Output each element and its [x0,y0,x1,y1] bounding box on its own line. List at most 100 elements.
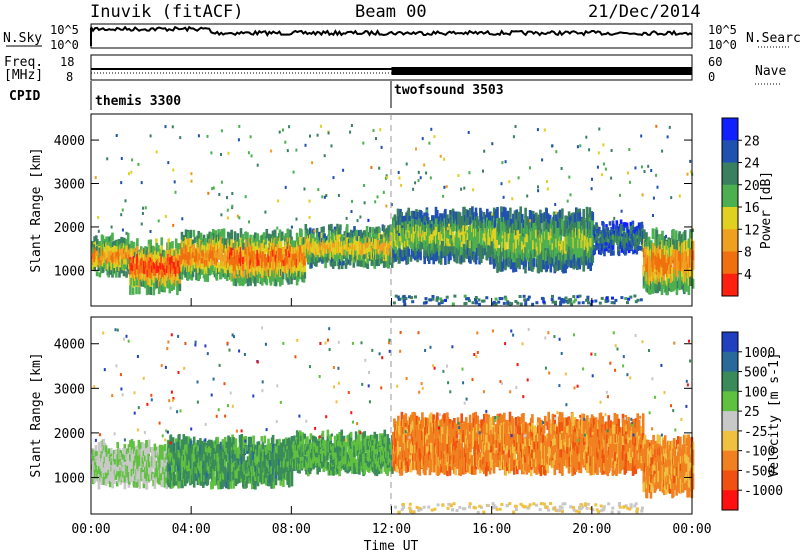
power-scatter-206 [331,144,333,147]
power-scatter-144 [501,161,503,164]
power-cell-8-50-5 [684,230,687,240]
power-ground-12 [438,302,441,305]
power-scatter-77 [385,205,387,208]
power-cell-3-72-5 [289,230,292,238]
power-cell-7-33-5 [620,220,623,225]
power-scatter-49 [409,221,411,224]
power-scatter-142 [501,182,503,185]
power-ground-10 [637,299,640,302]
power-scatter-189 [579,144,581,147]
power-scatter-222 [106,157,108,160]
power-scatter-48 [282,129,284,132]
velocity-cell-0-4-5 [95,445,98,451]
power-cell-1-48-5 [169,242,172,250]
power-scatter-250 [547,188,549,191]
velocity-cell-1-60-5 [216,437,219,445]
power-scatter-25 [418,179,420,182]
power-scatter-214 [430,176,432,179]
power-colorbar-cell-4 [722,207,738,230]
power-scatter-155 [367,219,369,222]
power-scatter-229 [504,221,506,224]
power-scatter-72 [276,227,278,230]
power-scatter-210 [174,180,176,183]
power-scatter-138 [399,177,401,180]
power-cell-4-50-5 [346,224,349,231]
power-scatter-11 [602,143,604,146]
power-cell-6-49-0 [533,258,536,267]
power-ground-87 [611,301,614,304]
power-scatter-195 [669,126,671,129]
power-scatter-176 [386,176,388,179]
power-scatter-208 [448,224,450,227]
power-cell-3-17-0 [244,277,247,284]
power-scatter-231 [400,184,402,187]
power-scatter-190 [120,181,122,184]
power-scatter-164 [667,135,669,138]
power-scatter-1 [491,142,493,145]
power-scatter-194 [650,169,652,172]
power-scatter-21 [150,230,152,233]
power-cell-7-9-0 [600,250,603,255]
velocity-cell-0-46-1 [130,475,133,482]
power-cell-2-50-0 [220,269,223,277]
power-colorbar-label-5: 24 [744,157,760,172]
power-cell-7-4-4 [596,225,599,229]
power-scatter-100 [383,191,385,194]
power-ground-75 [414,295,417,298]
power-scatter-34 [640,135,642,138]
power-scatter-236 [597,166,599,169]
power-scatter-56 [428,142,430,145]
power-cell-7-58-5 [641,225,644,229]
power-scatter-150 [213,187,215,190]
nsky-panel [91,24,692,48]
power-ytick-label-2: 3000 [54,178,85,193]
power-cell-6-20-5 [509,208,512,218]
power-scatter-13 [321,195,323,198]
power-scatter-209 [431,221,433,224]
power-ground-91 [411,300,414,303]
power-colorbar-cell-1 [722,140,738,163]
power-cell-1-3-0 [132,287,135,295]
power-ground-116 [535,301,538,304]
power-cell-5-19-5 [407,208,410,216]
power-scatter-149 [359,216,361,219]
power-cell-7-20-5 [609,221,612,225]
velocity-cell-0-50-0 [133,481,136,488]
power-scatter-184 [555,150,557,153]
power-cell-5-19-0 [407,249,410,257]
power-cell-8-11-5 [652,228,655,239]
power-scatter-160 [551,144,553,147]
power-ground-109 [503,302,506,305]
power-scatter-33 [446,220,448,223]
power-scatter-22 [248,220,250,223]
power-ground-121 [514,300,517,303]
nave-tick-bottom: 0 [708,70,715,84]
power-scatter-173 [641,222,643,225]
power-cell-6-119-5 [592,212,595,221]
power-scatter-183 [309,216,311,219]
power-scatter-140 [97,216,99,219]
power-cell-6-17-5 [507,211,510,221]
power-scatter-63 [311,161,313,164]
power-scatter-205 [279,131,281,134]
power-scatter-4 [482,170,484,173]
power-scatter-186 [628,148,630,151]
power-scatter-31 [537,185,539,188]
power-scatter-127 [284,141,286,144]
power-cell-0-43-4 [127,239,130,245]
power-scatter-227 [491,213,493,216]
power-scatter-169 [505,160,507,163]
power-scatter-165 [381,146,383,149]
power-scatter-39 [373,129,375,132]
power-scatter-67 [181,217,183,220]
power-scatter-89 [346,217,348,220]
power-cell-1-25-0 [150,287,153,295]
power-cell-4-61-2 [355,246,358,251]
power-scatter-242 [130,171,132,174]
power-ground-104 [446,296,449,299]
power-ground-62 [432,295,435,298]
power-scatter-68 [313,230,315,233]
power-cell-4-45-0 [342,261,345,266]
power-ground-122 [403,303,406,306]
